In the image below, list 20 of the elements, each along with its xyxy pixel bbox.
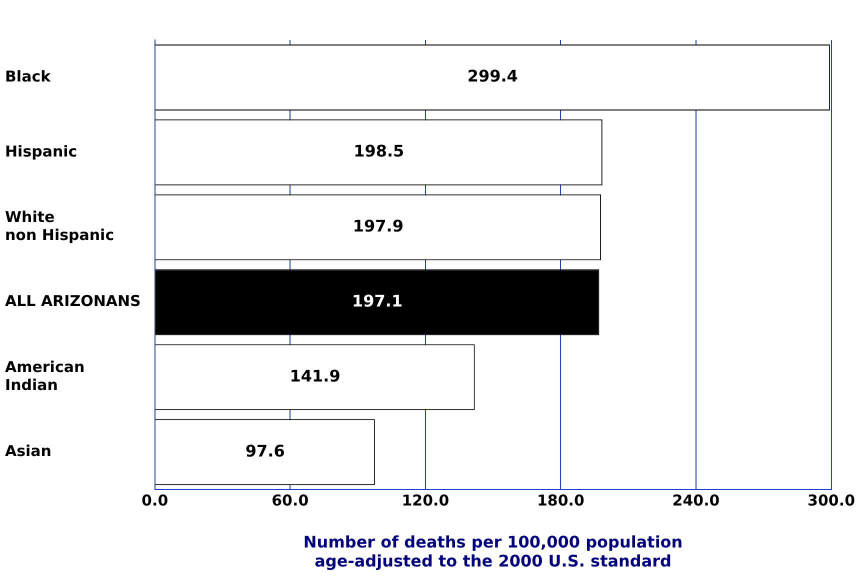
y-tick-label: Hispanic (5, 142, 78, 160)
y-tick-label: ALL ARIZONANS (5, 292, 141, 310)
data-label: 299.4 (467, 66, 518, 86)
data-label: 197.9 (352, 216, 404, 236)
data-label: 141.9 (290, 366, 340, 386)
bar (155, 269, 600, 336)
y-tick-label: Black (5, 67, 52, 86)
y-tick-label: White non Hispanic (5, 208, 114, 244)
data-label: 97.6 (245, 441, 285, 460)
x-tick-label: 180.0 (536, 491, 584, 510)
x-tick-label: 60.0 (272, 491, 309, 510)
data-label: 198.5 (354, 142, 404, 161)
x-tick-label: 120.0 (402, 491, 450, 510)
y-tick-label: American Indian (5, 358, 85, 394)
y-tick-label: Asian (5, 442, 52, 460)
x-tick-label: 240.0 (672, 491, 720, 510)
x-axis-title: Number of deaths per 100,000 population age-adjusted to the 2000 U.S. standard (303, 532, 683, 571)
x-tick-label: 0.0 (142, 491, 168, 510)
data-label: 197.1 (352, 291, 403, 310)
x-tick-label: 300.0 (808, 491, 856, 510)
